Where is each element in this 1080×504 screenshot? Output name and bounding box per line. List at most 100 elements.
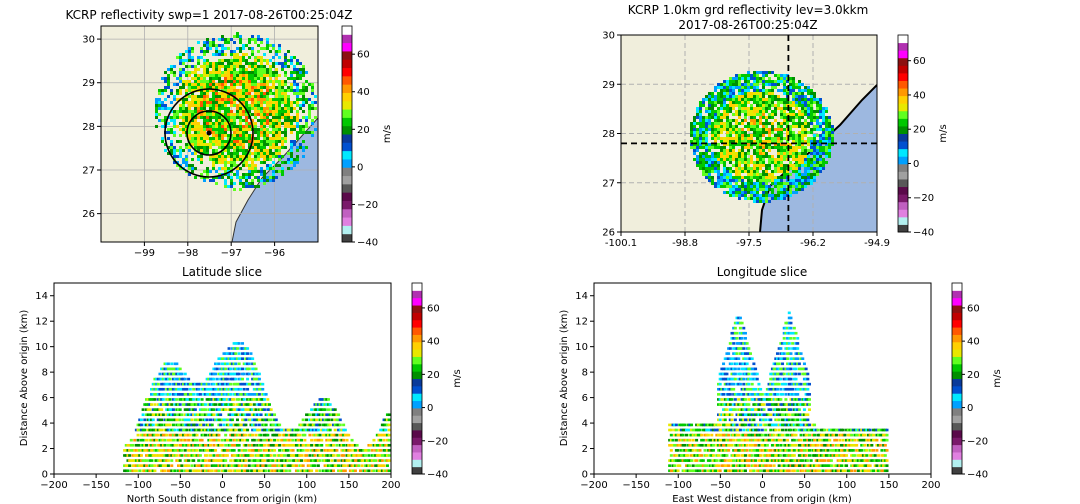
latitude-slice-field-cell	[246, 357, 250, 360]
ppi-reflectivity-pixel	[212, 113, 215, 116]
grid-reflectivity-pixel	[753, 113, 756, 116]
grid-reflectivity-pixel	[765, 119, 768, 122]
ppi-reflectivity-pixel	[254, 101, 257, 104]
latitude-slice-field-cell	[239, 469, 243, 473]
grid-reflectivity-pixel	[813, 155, 816, 158]
grid-reflectivity-pixel	[819, 137, 822, 140]
ppi-reflectivity-pixel	[197, 74, 200, 77]
grid-reflectivity-pixel	[750, 122, 753, 125]
ppi-reflectivity-pixel	[233, 128, 236, 131]
ppi-reflectivity-pixel	[263, 53, 266, 56]
latitude-slice-field-cell	[278, 469, 282, 473]
ppi-reflectivity-pixel	[275, 146, 278, 149]
latitude-slice-field-cell	[229, 433, 233, 437]
ppi-reflectivity-pixel	[197, 134, 200, 137]
latitude-slice-field-cell	[146, 418, 150, 422]
ppi-reflectivity-pixel	[209, 89, 212, 92]
ppi-reflectivity-pixel	[251, 74, 254, 77]
grid-reflectivity-pixel	[714, 137, 717, 140]
latitude-slice-field-cell	[144, 443, 148, 447]
grid-reflectivity-pixel	[771, 194, 774, 197]
grid-reflectivity-pixel	[795, 125, 798, 128]
grid-reflectivity-pixel	[717, 107, 720, 110]
grid-reflectivity-pixel	[807, 125, 810, 128]
ppi-reflectivity-pixel	[170, 71, 173, 74]
grid-reflectivity-pixel	[690, 131, 693, 134]
grid-reflectivity-pixel	[708, 167, 711, 170]
latitude-slice-field-cell	[301, 449, 305, 452]
grid-reflectivity-pixel	[702, 128, 705, 131]
ppi-reflectivity-pixel	[209, 83, 212, 86]
latitude-slice-field-cell	[203, 443, 207, 447]
grid-reflectivity-pixel	[720, 98, 723, 101]
grid-reflectivity-pixel	[735, 176, 738, 179]
grid-reflectivity-pixel	[819, 128, 822, 131]
ppi-reflectivity-pixel	[221, 146, 224, 149]
latitude-slice-field-cell	[269, 454, 273, 457]
ppi-reflectivity-pixel	[182, 110, 185, 113]
grid-reflectivity-pixel	[795, 140, 798, 143]
latitude-slice-field-cell	[313, 418, 317, 422]
latitude-slice-field-cell	[210, 387, 214, 391]
latitude-slice-field-cell	[202, 459, 206, 462]
grid-reflectivity-pixel	[780, 116, 783, 119]
ppi-reflectivity-pixel	[269, 155, 272, 158]
grid-reflectivity-pixel	[696, 140, 699, 143]
latitude-slice-field-cell	[256, 454, 260, 457]
latitude-slice-field-cell	[155, 438, 159, 442]
grid-reflectivity-pixel	[804, 158, 807, 161]
latitude-slice-field-cell	[325, 403, 329, 406]
ppi-reflectivity-pixel	[194, 71, 197, 74]
grid-reflectivity-pixel	[789, 182, 792, 185]
latitude-slice-field-cell	[205, 418, 209, 422]
ppi-reflectivity-pixel	[272, 119, 275, 122]
ppi-reflectivity-pixel	[275, 152, 278, 155]
latitude-slice-field-cell	[318, 454, 322, 457]
ppi-reflectivity-pixel	[236, 167, 239, 170]
grid-reflectivity-pixel	[738, 155, 741, 158]
grid-reflectivity-pixel	[747, 182, 750, 185]
grid-xtick-label: -97.5	[736, 238, 762, 249]
ppi-reflectivity-pixel	[281, 137, 284, 140]
latitude-slice-field-cell	[177, 469, 181, 473]
latitude-slice-field-cell	[185, 428, 189, 432]
latitude-slice-field-cell	[296, 428, 300, 432]
latitude-slice-field-cell	[165, 428, 169, 432]
grid-reflectivity-pixel	[795, 173, 798, 176]
grid-reflectivity-pixel	[732, 155, 735, 158]
ppi-reflectivity-pixel	[224, 89, 227, 92]
ppi-reflectivity-pixel	[182, 68, 185, 71]
latitude-slice-field-cell	[281, 454, 285, 457]
latitude-slice-field-cell	[225, 382, 229, 386]
latitude-slice-field-cell	[264, 393, 268, 396]
ppi-reflectivity-pixel	[233, 86, 236, 89]
latitude-slice-field-cell	[146, 428, 150, 432]
grid-reflectivity-pixel	[693, 125, 696, 128]
latitude-slice-field-cell	[269, 443, 273, 447]
ppi-reflectivity-pixel	[203, 44, 206, 47]
ppi-reflectivity-pixel	[194, 146, 197, 149]
latitude-slice-field-cell	[310, 464, 314, 467]
grid-reflectivity-pixel	[816, 173, 819, 176]
grid-reflectivity-pixel	[795, 185, 798, 188]
latitude-slice-field-cell	[333, 413, 337, 417]
latitude-slice-field-cell	[279, 464, 283, 467]
latitude-slice-field-cell	[160, 413, 164, 417]
latitude-slice-field-cell	[222, 408, 226, 411]
latitude-slice-field-cell	[232, 387, 236, 391]
latitude-slice-field-cell	[316, 454, 320, 457]
grid-reflectivity-pixel	[732, 86, 735, 89]
ppi-reflectivity-pixel	[269, 65, 272, 68]
latitude-slice-field-cell	[207, 433, 211, 437]
grid-reflectivity-pixel	[738, 128, 741, 131]
ppi-reflectivity-pixel	[248, 98, 251, 101]
grid-reflectivity-pixel	[762, 122, 765, 125]
ppi-reflectivity-pixel	[182, 131, 185, 134]
ppi-reflectivity-pixel	[203, 137, 206, 140]
latitude-slice-field-cell	[219, 403, 223, 406]
latitude-slice-field-cell	[161, 367, 165, 371]
ppi-reflectivity-pixel	[284, 56, 287, 59]
ppi-reflectivity-pixel	[236, 92, 239, 95]
latitude-slice-field-cell	[244, 413, 248, 417]
ppi-reflectivity-pixel	[299, 71, 302, 74]
